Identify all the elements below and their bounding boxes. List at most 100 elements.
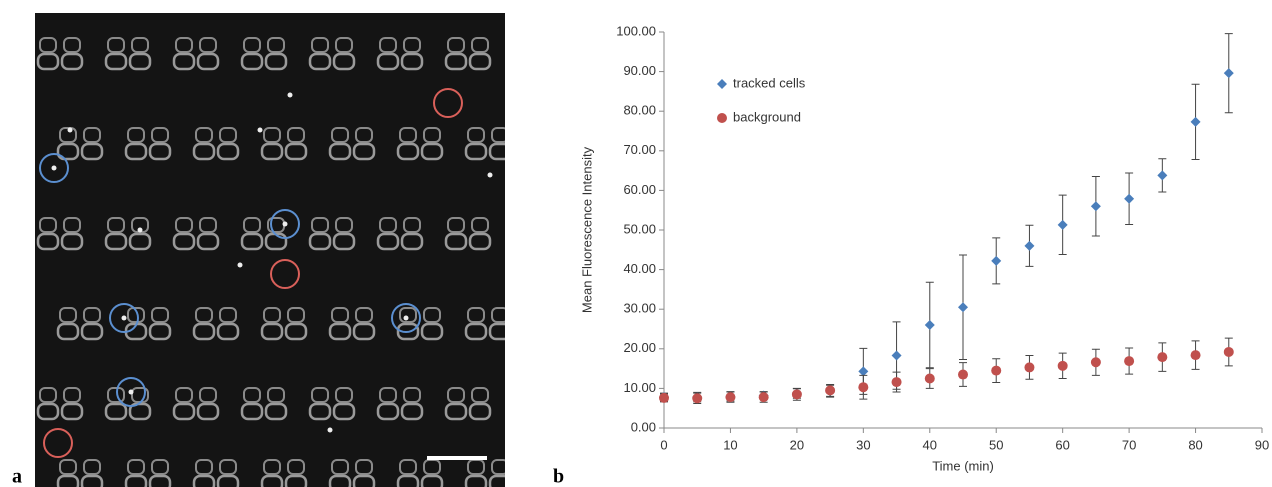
trap [148, 474, 172, 487]
y-tick-label: 90.00 [623, 63, 656, 78]
trap [376, 402, 400, 421]
trap [284, 474, 308, 487]
trap [534, 476, 554, 487]
x-axis-title: Time (min) [932, 458, 994, 473]
cell-marker [391, 303, 421, 333]
data-point [1190, 116, 1201, 127]
trap [216, 142, 240, 161]
trap [107, 387, 125, 403]
trap [260, 474, 284, 487]
cell-spot [487, 172, 493, 178]
trap [175, 387, 193, 403]
trap [128, 52, 152, 71]
trap [260, 142, 284, 161]
trap [216, 322, 240, 341]
x-tick-label: 50 [989, 437, 1003, 452]
trap [538, 404, 558, 419]
cell-spot [282, 221, 288, 227]
trap [107, 37, 125, 53]
trap [308, 402, 332, 421]
trap [267, 37, 285, 53]
trap [467, 127, 485, 143]
data-point [1057, 360, 1068, 371]
trap [488, 142, 505, 161]
trap [80, 474, 104, 487]
trap [199, 217, 217, 233]
trap [311, 217, 329, 233]
data-point [858, 366, 869, 377]
cell-spot [403, 315, 409, 321]
data-point [891, 350, 902, 361]
trap [379, 37, 397, 53]
trap [423, 307, 441, 323]
trap [151, 307, 169, 323]
data-point [958, 302, 968, 313]
trap [131, 37, 149, 53]
trap [447, 217, 465, 233]
legend-marker [717, 113, 727, 123]
trap [311, 37, 329, 53]
x-tick-label: 40 [923, 437, 937, 452]
trap [420, 474, 444, 487]
y-tick-label: 40.00 [623, 261, 656, 276]
trap [379, 387, 397, 403]
data-point [791, 389, 802, 400]
cell-spot [128, 389, 134, 395]
trap [80, 142, 104, 161]
trap [464, 474, 488, 487]
trap [287, 307, 305, 323]
trap [284, 142, 308, 161]
x-tick-label: 80 [1188, 437, 1202, 452]
trap [538, 234, 558, 249]
trap [127, 459, 145, 475]
trap [219, 459, 237, 475]
x-tick-label: 70 [1122, 437, 1136, 452]
trap [196, 52, 220, 71]
y-tick-label: 10.00 [623, 380, 656, 395]
trap [400, 402, 424, 421]
trap [263, 459, 281, 475]
y-tick-label: 0.00 [631, 419, 656, 434]
trap [36, 52, 60, 71]
x-tick-label: 90 [1255, 437, 1269, 452]
trap [63, 217, 81, 233]
trap [284, 322, 308, 341]
trap [104, 402, 128, 421]
trap [192, 142, 216, 161]
trap [423, 127, 441, 143]
cell-spot [121, 315, 127, 321]
trap [192, 474, 216, 487]
trap [83, 127, 101, 143]
cell-spot [51, 165, 57, 171]
trap [536, 460, 552, 474]
trap [403, 387, 421, 403]
trap [60, 232, 84, 251]
data-point [1124, 193, 1135, 204]
data-point [1090, 201, 1101, 212]
cell-spot [137, 227, 143, 233]
trap [172, 232, 196, 251]
trap [196, 232, 220, 251]
trap [558, 144, 578, 159]
trap [355, 307, 373, 323]
trap [514, 234, 534, 249]
trap [39, 37, 57, 53]
trap [355, 459, 373, 475]
trap [195, 127, 213, 143]
trap [399, 127, 417, 143]
trap [332, 402, 356, 421]
trap [399, 459, 417, 475]
trap [444, 232, 468, 251]
trap [444, 402, 468, 421]
data-point [858, 382, 869, 393]
trap [396, 474, 420, 487]
legend-marker [717, 79, 727, 89]
y-tick-label: 50.00 [623, 221, 656, 236]
x-tick-label: 0 [660, 437, 667, 452]
trap [447, 387, 465, 403]
trap [516, 38, 532, 52]
x-tick-label: 60 [1055, 437, 1069, 452]
cell-marker [39, 153, 69, 183]
x-tick-label: 30 [856, 437, 870, 452]
trap [516, 218, 532, 232]
